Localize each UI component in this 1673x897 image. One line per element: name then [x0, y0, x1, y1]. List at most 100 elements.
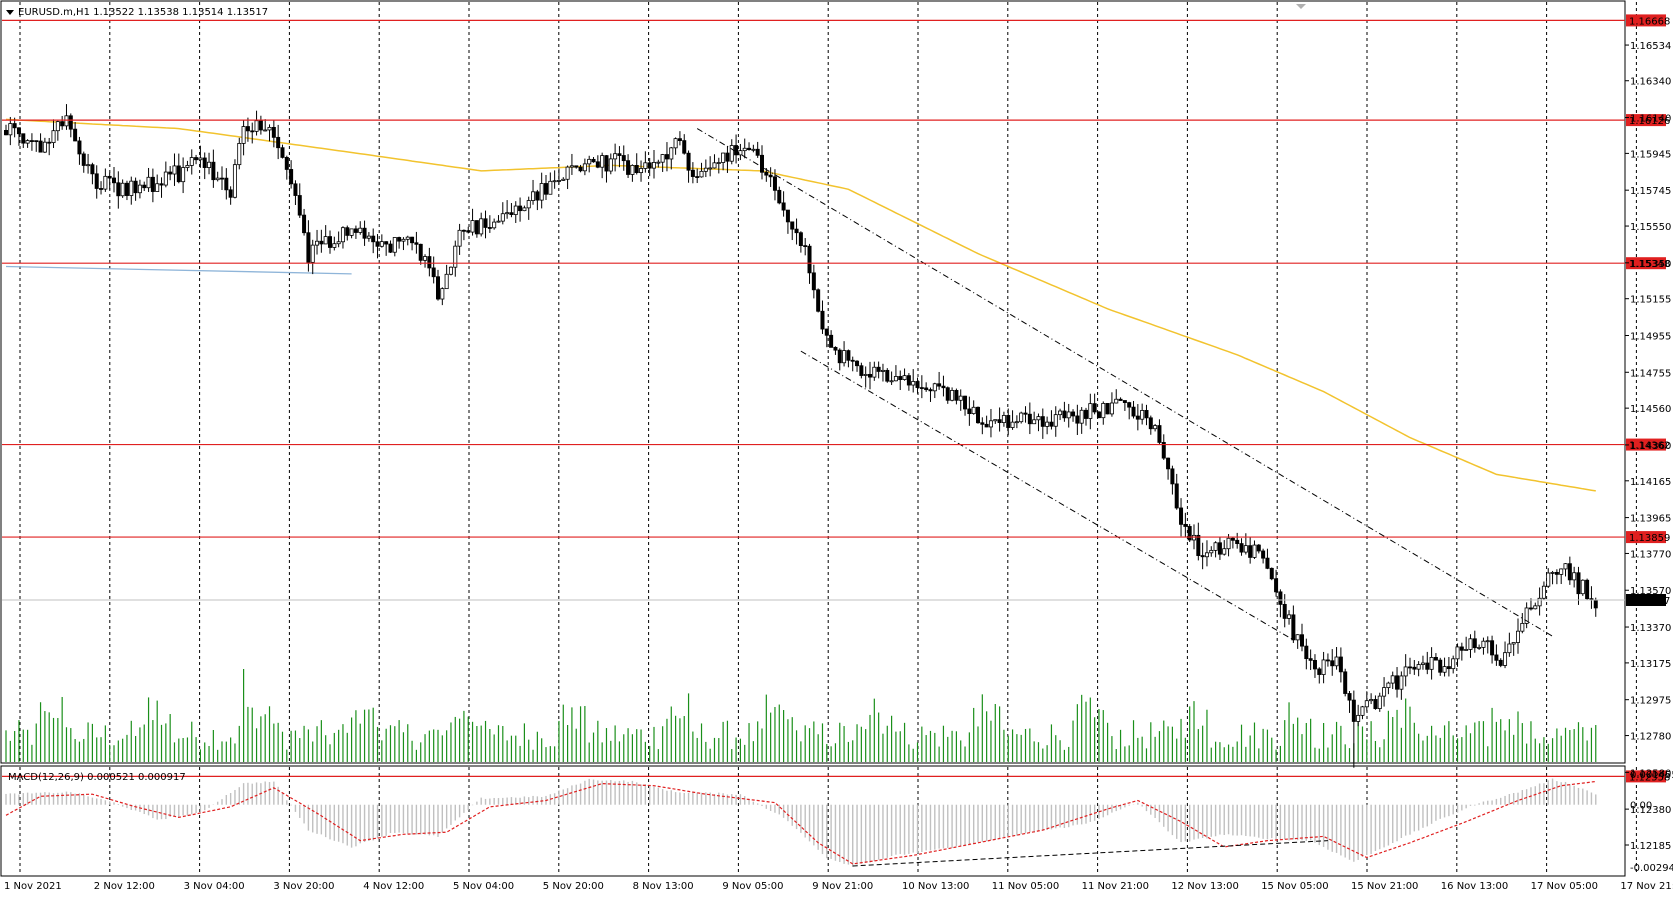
scroll-marker-icon[interactable]	[1296, 4, 1306, 9]
price-tick-label: 1.15945	[1630, 149, 1671, 160]
candle-body	[90, 164, 95, 175]
level-label: 1.15348	[1629, 259, 1670, 270]
candle-body	[677, 138, 682, 141]
candle-body	[1459, 646, 1464, 651]
candle-body	[1455, 646, 1460, 660]
candle-body	[349, 228, 354, 236]
candle-body	[997, 419, 1002, 424]
candle-body	[289, 169, 294, 185]
candle-body	[1265, 557, 1270, 569]
candle-body	[492, 221, 497, 229]
channel-upper-line[interactable]	[696, 128, 1553, 637]
time-tick-label: 16 Nov 13:00	[1441, 881, 1508, 892]
candle-body	[479, 218, 484, 235]
candle-body	[1062, 410, 1067, 419]
candle-body	[751, 148, 756, 151]
candle-body	[1006, 415, 1011, 428]
candle-body	[647, 162, 652, 169]
candle-body	[1235, 539, 1240, 544]
candle-body	[1416, 664, 1421, 670]
candle-body	[496, 220, 501, 223]
candle-body	[1334, 656, 1339, 667]
candle-body	[544, 183, 549, 195]
candle-body	[919, 387, 924, 389]
candle-body	[811, 272, 816, 291]
candle-body	[652, 162, 657, 169]
candle-body	[181, 167, 186, 183]
candle-body	[1023, 412, 1028, 415]
blue-line	[5, 265, 352, 275]
candle-body	[1516, 630, 1521, 643]
candle-body	[1014, 421, 1019, 424]
candle-body	[954, 390, 959, 401]
candle-body	[526, 200, 531, 209]
candle-body	[1567, 563, 1572, 581]
current-price-label-bg	[1626, 593, 1666, 606]
candle-body	[1174, 483, 1179, 509]
candle-body	[410, 236, 415, 244]
dropdown-triangle-icon[interactable]	[6, 10, 14, 15]
candle-body	[587, 158, 592, 165]
candle-body	[60, 121, 65, 127]
candle-body	[137, 184, 142, 194]
candle-body	[703, 167, 708, 172]
candle-body	[245, 126, 250, 132]
candle-body	[1144, 410, 1149, 419]
candle-body	[768, 174, 773, 178]
candle-body	[531, 191, 536, 201]
candle-body	[924, 387, 929, 391]
candle-body	[937, 383, 942, 387]
candle-body	[734, 145, 739, 156]
candle-body	[366, 235, 371, 239]
price-tick-label: 1.16140	[1630, 114, 1671, 125]
candle-body	[483, 218, 488, 228]
candle-body	[267, 126, 272, 131]
candle-body	[81, 153, 86, 166]
candle-body	[855, 360, 860, 367]
candle-body	[280, 147, 285, 158]
candle-body	[198, 157, 203, 161]
candle-body	[716, 162, 721, 164]
candle-body	[401, 238, 406, 242]
candle-body	[1027, 413, 1032, 425]
candle-body	[1096, 411, 1101, 419]
candle-body	[362, 227, 367, 239]
candle-body	[47, 141, 52, 144]
candle-body	[1477, 647, 1482, 649]
candle-body	[1274, 578, 1279, 593]
candle-body	[1537, 597, 1542, 607]
candle-body	[1399, 675, 1404, 690]
candle-body	[327, 236, 332, 248]
time-tick-label: 9 Nov 21:00	[812, 881, 873, 892]
candle-body	[1395, 675, 1400, 690]
candle-body	[1118, 398, 1123, 401]
candle-body	[435, 276, 440, 300]
candle-body	[591, 158, 596, 163]
candle-body	[1507, 643, 1512, 654]
candle-body	[1356, 714, 1361, 722]
candle-body	[353, 228, 358, 233]
candle-body	[898, 376, 903, 380]
candle-body	[1347, 693, 1352, 701]
time-tick-label: 17 Nov 21:00	[1620, 881, 1673, 892]
candle-body	[963, 395, 968, 410]
candle-body	[1481, 640, 1486, 648]
candle-body	[470, 220, 475, 233]
candle-body	[1412, 666, 1417, 670]
candle-body	[656, 161, 661, 164]
candle-body	[535, 191, 540, 201]
macd-trend-line[interactable]	[852, 840, 1328, 867]
candle-body	[708, 167, 713, 170]
candle-body	[669, 147, 674, 160]
level-label-bg	[1626, 14, 1666, 27]
candle-body	[1248, 545, 1253, 558]
candle-body	[1105, 403, 1110, 415]
candle-body	[1364, 700, 1369, 708]
candle-body	[284, 157, 289, 170]
candle-body	[440, 288, 445, 300]
candle-body	[958, 395, 963, 401]
candle-body	[1554, 571, 1559, 575]
candle-body	[189, 157, 194, 166]
channel-lower-line[interactable]	[800, 350, 1294, 641]
